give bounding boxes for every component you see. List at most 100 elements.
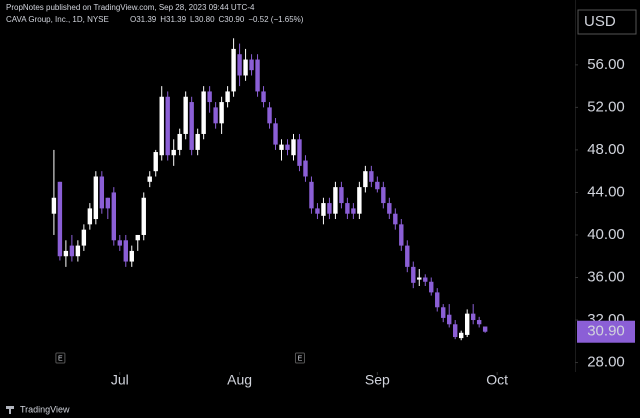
candle-body <box>255 59 260 92</box>
candle-body <box>417 277 422 280</box>
candle-body <box>351 208 356 214</box>
ohlc-value: H31.39 <box>160 15 186 24</box>
candle-body <box>69 245 75 257</box>
candle-body <box>207 91 212 103</box>
candle-body <box>129 250 134 262</box>
candle-body <box>243 59 248 76</box>
candle-body <box>201 91 206 134</box>
candle-body <box>441 307 446 318</box>
ohlc-value: O31.39 <box>130 15 157 24</box>
y-tick-label: 44.00 <box>587 183 625 200</box>
candle-body <box>279 144 284 150</box>
candle-body <box>213 107 218 124</box>
candle-body <box>51 197 57 214</box>
candle-body <box>57 181 63 257</box>
candle-body <box>399 224 404 246</box>
candle-body <box>357 187 362 214</box>
candle-body <box>165 96 170 156</box>
x-tick-label: Oct <box>486 372 508 388</box>
candle-body <box>75 245 81 257</box>
symbol: CAVA Group, Inc., 1D, NYSE <box>6 15 109 24</box>
candle-body <box>135 234 140 241</box>
candle-body <box>363 171 368 188</box>
candle-body <box>303 160 308 177</box>
candle-body <box>315 208 320 214</box>
x-tick-label: Jul <box>111 372 129 388</box>
candle-body <box>225 91 230 103</box>
candle-body <box>393 213 398 225</box>
candle-body <box>476 320 482 325</box>
candle-body <box>267 107 272 124</box>
y-tick-label: 52.00 <box>587 98 625 115</box>
candle-body <box>219 102 224 124</box>
candle-body <box>470 313 476 321</box>
candle-body <box>195 133 200 150</box>
candle-body <box>189 102 194 150</box>
candle-body <box>177 133 182 150</box>
candle-body <box>291 139 296 156</box>
ohlc-value: C30.90 <box>219 15 245 24</box>
candle-body <box>237 54 242 76</box>
candle-body <box>339 187 344 204</box>
brand-logo <box>6 406 14 414</box>
candle-body <box>309 181 314 209</box>
candle-body <box>153 152 158 172</box>
candle-body <box>93 176 99 220</box>
last-price-label: 30.90 <box>587 323 625 340</box>
candle-body <box>171 149 176 156</box>
y-tick-label: 36.00 <box>587 268 625 285</box>
candle-body <box>117 240 122 246</box>
candle-body <box>453 324 458 338</box>
event-marker-box <box>294 352 305 364</box>
candle-body <box>297 139 302 166</box>
x-tick-label: Sep <box>365 372 390 388</box>
ohlc-value: −0.52 (−1.65%) <box>248 15 303 24</box>
x-tick-label: Aug <box>227 372 252 388</box>
candle-body <box>327 203 332 214</box>
candle-body <box>261 91 266 103</box>
candle-body <box>333 187 338 214</box>
candle-body <box>423 277 428 282</box>
event-marker: E <box>298 355 303 362</box>
candle-body <box>81 229 87 246</box>
candle-body <box>321 203 326 216</box>
y-tick-label: 28.00 <box>587 354 625 371</box>
candle-body <box>123 240 128 262</box>
candle-body <box>183 96 188 134</box>
brand: TradingView <box>20 404 70 414</box>
candle-body <box>63 250 69 257</box>
currency: USD <box>584 13 616 30</box>
publisher: PropNotes published on TradingView.com, … <box>6 3 255 12</box>
candle-body <box>111 192 117 241</box>
y-tick-label: 56.00 <box>587 56 625 73</box>
candle-body <box>369 171 374 182</box>
candle-body <box>411 266 416 283</box>
candle-body <box>387 203 392 214</box>
candle-body <box>159 96 164 156</box>
candle-body <box>435 292 440 308</box>
y-tick-label: 48.00 <box>587 141 625 158</box>
candle-body <box>87 208 93 225</box>
candle-body <box>231 48 236 92</box>
ohlc-readout: O31.39 H31.39 L30.80 C30.90 −0.52 (−1.65%) <box>130 15 304 24</box>
candle-body <box>482 326 488 332</box>
candle-body <box>464 313 470 335</box>
ohlc-value: L30.80 <box>190 15 215 24</box>
candle-body <box>381 187 386 204</box>
candle-body <box>375 181 380 190</box>
currency-box <box>577 9 637 35</box>
candle-body <box>141 197 146 235</box>
candle-body <box>249 59 254 71</box>
candle-body <box>273 123 278 145</box>
candle-body <box>458 332 464 339</box>
y-tick-label: 40.00 <box>587 226 625 243</box>
candle-body <box>105 197 111 209</box>
event-marker-box <box>55 352 66 364</box>
candle-body <box>429 281 434 293</box>
candle-body <box>345 203 350 214</box>
candle-body <box>447 314 452 325</box>
candle-body <box>405 245 410 267</box>
candle-body <box>99 176 105 209</box>
